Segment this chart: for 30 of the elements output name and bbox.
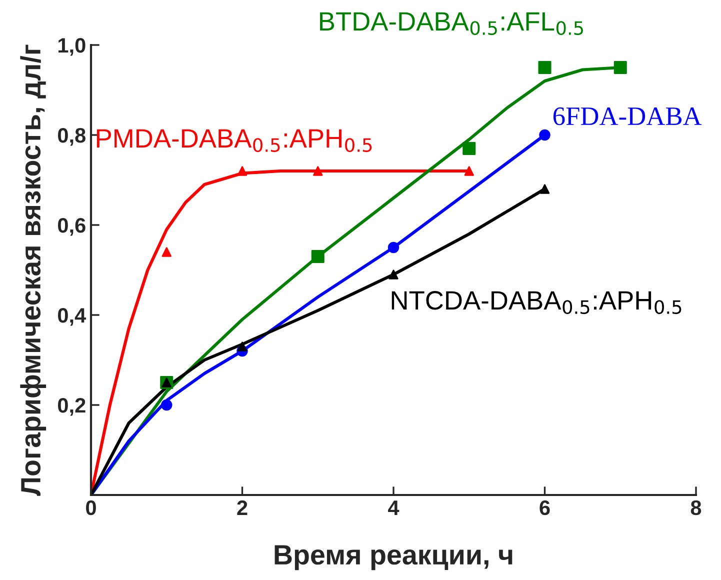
x-axis-title: Время реакции, ч [274,545,512,570]
point [237,166,248,176]
point [161,399,172,411]
y-tick-label: 0,8 [58,128,86,146]
point [162,247,172,257]
x-tick-label: 8 [690,500,702,516]
series-label: PMDA-DABA$_{0.5}$:APH$_{0.5}$ [96,129,372,152]
point [237,342,248,352]
y-axis-title: Логарифмическая вязкость, дл/г [20,44,46,496]
point [311,250,324,264]
y-tick-label: 1,0 [58,38,86,56]
x-tick-label: 0 [86,500,96,516]
x-tick-label: 2 [237,500,248,515]
x-tick-label: 4 [388,500,400,515]
x-tick-label: 6 [540,500,550,516]
series-label: 6FDA-DABA [553,107,702,126]
point [313,166,323,176]
point [540,184,550,194]
point [538,60,552,74]
y-tick-label: 0,2 [58,398,86,416]
y-tick-label: 0,6 [58,218,86,236]
y-tick-label: 0,4 [58,308,86,326]
series-label: BTDA-DABA$_{0.5}$:AFL$_{0.5}$ [320,12,583,36]
point [388,242,400,254]
point [388,270,398,280]
point [539,129,550,141]
point [464,166,474,176]
point [614,60,627,74]
series-label: NTCDA-DABA$_{0.5}$:APH$_{0.5}$ [392,291,682,314]
point [462,142,476,156]
